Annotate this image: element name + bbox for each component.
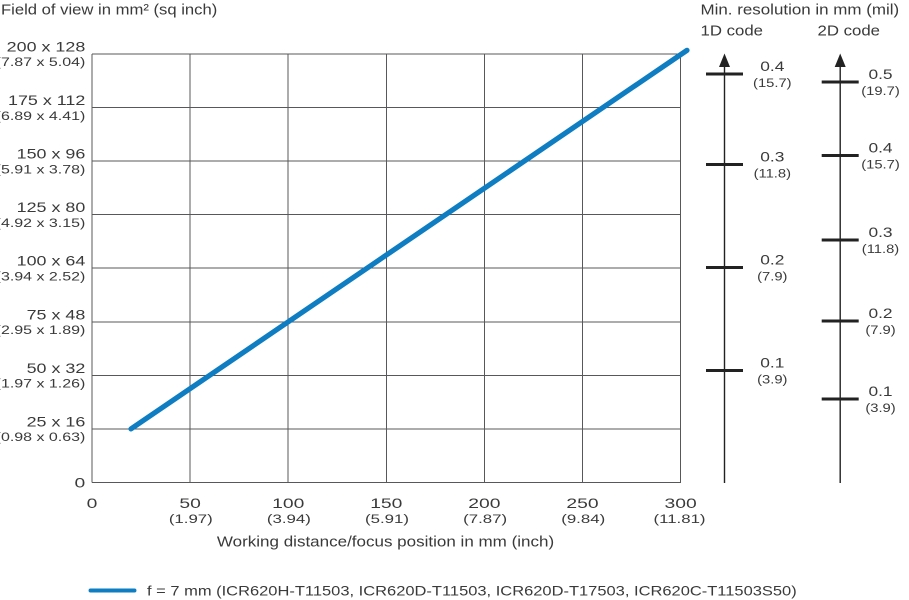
svg-text:Field of view in mm² (sq inch): Field of view in mm² (sq inch) xyxy=(1,2,217,18)
svg-text:50: 50 xyxy=(179,496,200,512)
svg-text:(3.94 x 2.52): (3.94 x 2.52) xyxy=(0,270,85,284)
svg-text:Working distance/focus positio: Working distance/focus position in mm (i… xyxy=(217,533,554,550)
svg-text:(6.89 x 4.41): (6.89 x 4.41) xyxy=(0,110,85,124)
svg-text:200 x 128: 200 x 128 xyxy=(7,39,86,55)
svg-text:Min. resolution in mm (mil): Min. resolution in mm (mil) xyxy=(701,2,900,18)
svg-text:1D code: 1D code xyxy=(701,23,764,39)
svg-text:100 x 64: 100 x 64 xyxy=(17,254,86,270)
svg-text:150 x 96: 150 x 96 xyxy=(17,146,86,162)
svg-text:(15.7): (15.7) xyxy=(753,76,792,90)
svg-text:0.4: 0.4 xyxy=(760,59,784,74)
svg-text:2D code: 2D code xyxy=(818,23,881,39)
svg-text:0.3: 0.3 xyxy=(760,150,784,165)
svg-text:0.4: 0.4 xyxy=(868,141,892,156)
svg-text:(7.87 x 5.04): (7.87 x 5.04) xyxy=(0,56,85,70)
svg-text:(5.91 x 3.78): (5.91 x 3.78) xyxy=(0,163,85,177)
svg-text:(3.9): (3.9) xyxy=(865,401,895,415)
svg-text:300: 300 xyxy=(664,496,696,512)
svg-text:125 x 80: 125 x 80 xyxy=(17,200,86,216)
svg-text:0.3: 0.3 xyxy=(868,225,892,240)
svg-text:0.5: 0.5 xyxy=(868,67,892,82)
svg-text:(3.94): (3.94) xyxy=(267,513,311,526)
svg-text:0: 0 xyxy=(87,496,98,512)
svg-text:(3.9): (3.9) xyxy=(757,373,787,387)
svg-text:(0.98 x 0.63): (0.98 x 0.63) xyxy=(0,431,85,445)
svg-text:(2.95 x 1.89): (2.95 x 1.89) xyxy=(0,324,85,338)
svg-text:150: 150 xyxy=(370,496,402,512)
svg-text:(15.7): (15.7) xyxy=(861,158,900,172)
svg-text:100: 100 xyxy=(272,496,304,512)
svg-text:(5.91): (5.91) xyxy=(365,513,409,526)
svg-text:(11.8): (11.8) xyxy=(754,167,791,181)
svg-text:200: 200 xyxy=(468,496,500,512)
svg-text:(4.92 x 3.15): (4.92 x 3.15) xyxy=(0,217,85,231)
svg-text:175 x 112: 175 x 112 xyxy=(8,93,85,109)
svg-text:0.2: 0.2 xyxy=(868,306,892,321)
svg-text:(7.87): (7.87) xyxy=(463,513,507,526)
svg-text:0.2: 0.2 xyxy=(760,253,784,268)
svg-text:(7.9): (7.9) xyxy=(865,323,895,337)
svg-text:(11.8): (11.8) xyxy=(862,242,899,256)
svg-text:(19.7): (19.7) xyxy=(861,84,900,98)
svg-text:(11.81): (11.81) xyxy=(653,513,705,526)
svg-text:0.1: 0.1 xyxy=(868,384,892,399)
svg-text:50 x 32: 50 x 32 xyxy=(27,361,86,377)
svg-text:0.1: 0.1 xyxy=(760,356,784,371)
svg-text:(7.9): (7.9) xyxy=(757,270,787,284)
svg-text:0: 0 xyxy=(75,475,86,491)
svg-text:(1.97 x 1.26): (1.97 x 1.26) xyxy=(0,377,85,391)
svg-text:f = 7 mm (ICR620H-T11503, ICR6: f = 7 mm (ICR620H-T11503, ICR620D-T11503… xyxy=(147,584,797,600)
svg-text:250: 250 xyxy=(566,496,598,512)
svg-text:(1.97): (1.97) xyxy=(169,513,213,526)
svg-text:25 x 16: 25 x 16 xyxy=(27,414,86,430)
svg-text:(9.84): (9.84) xyxy=(561,513,605,526)
svg-text:75 x 48: 75 x 48 xyxy=(27,307,86,323)
